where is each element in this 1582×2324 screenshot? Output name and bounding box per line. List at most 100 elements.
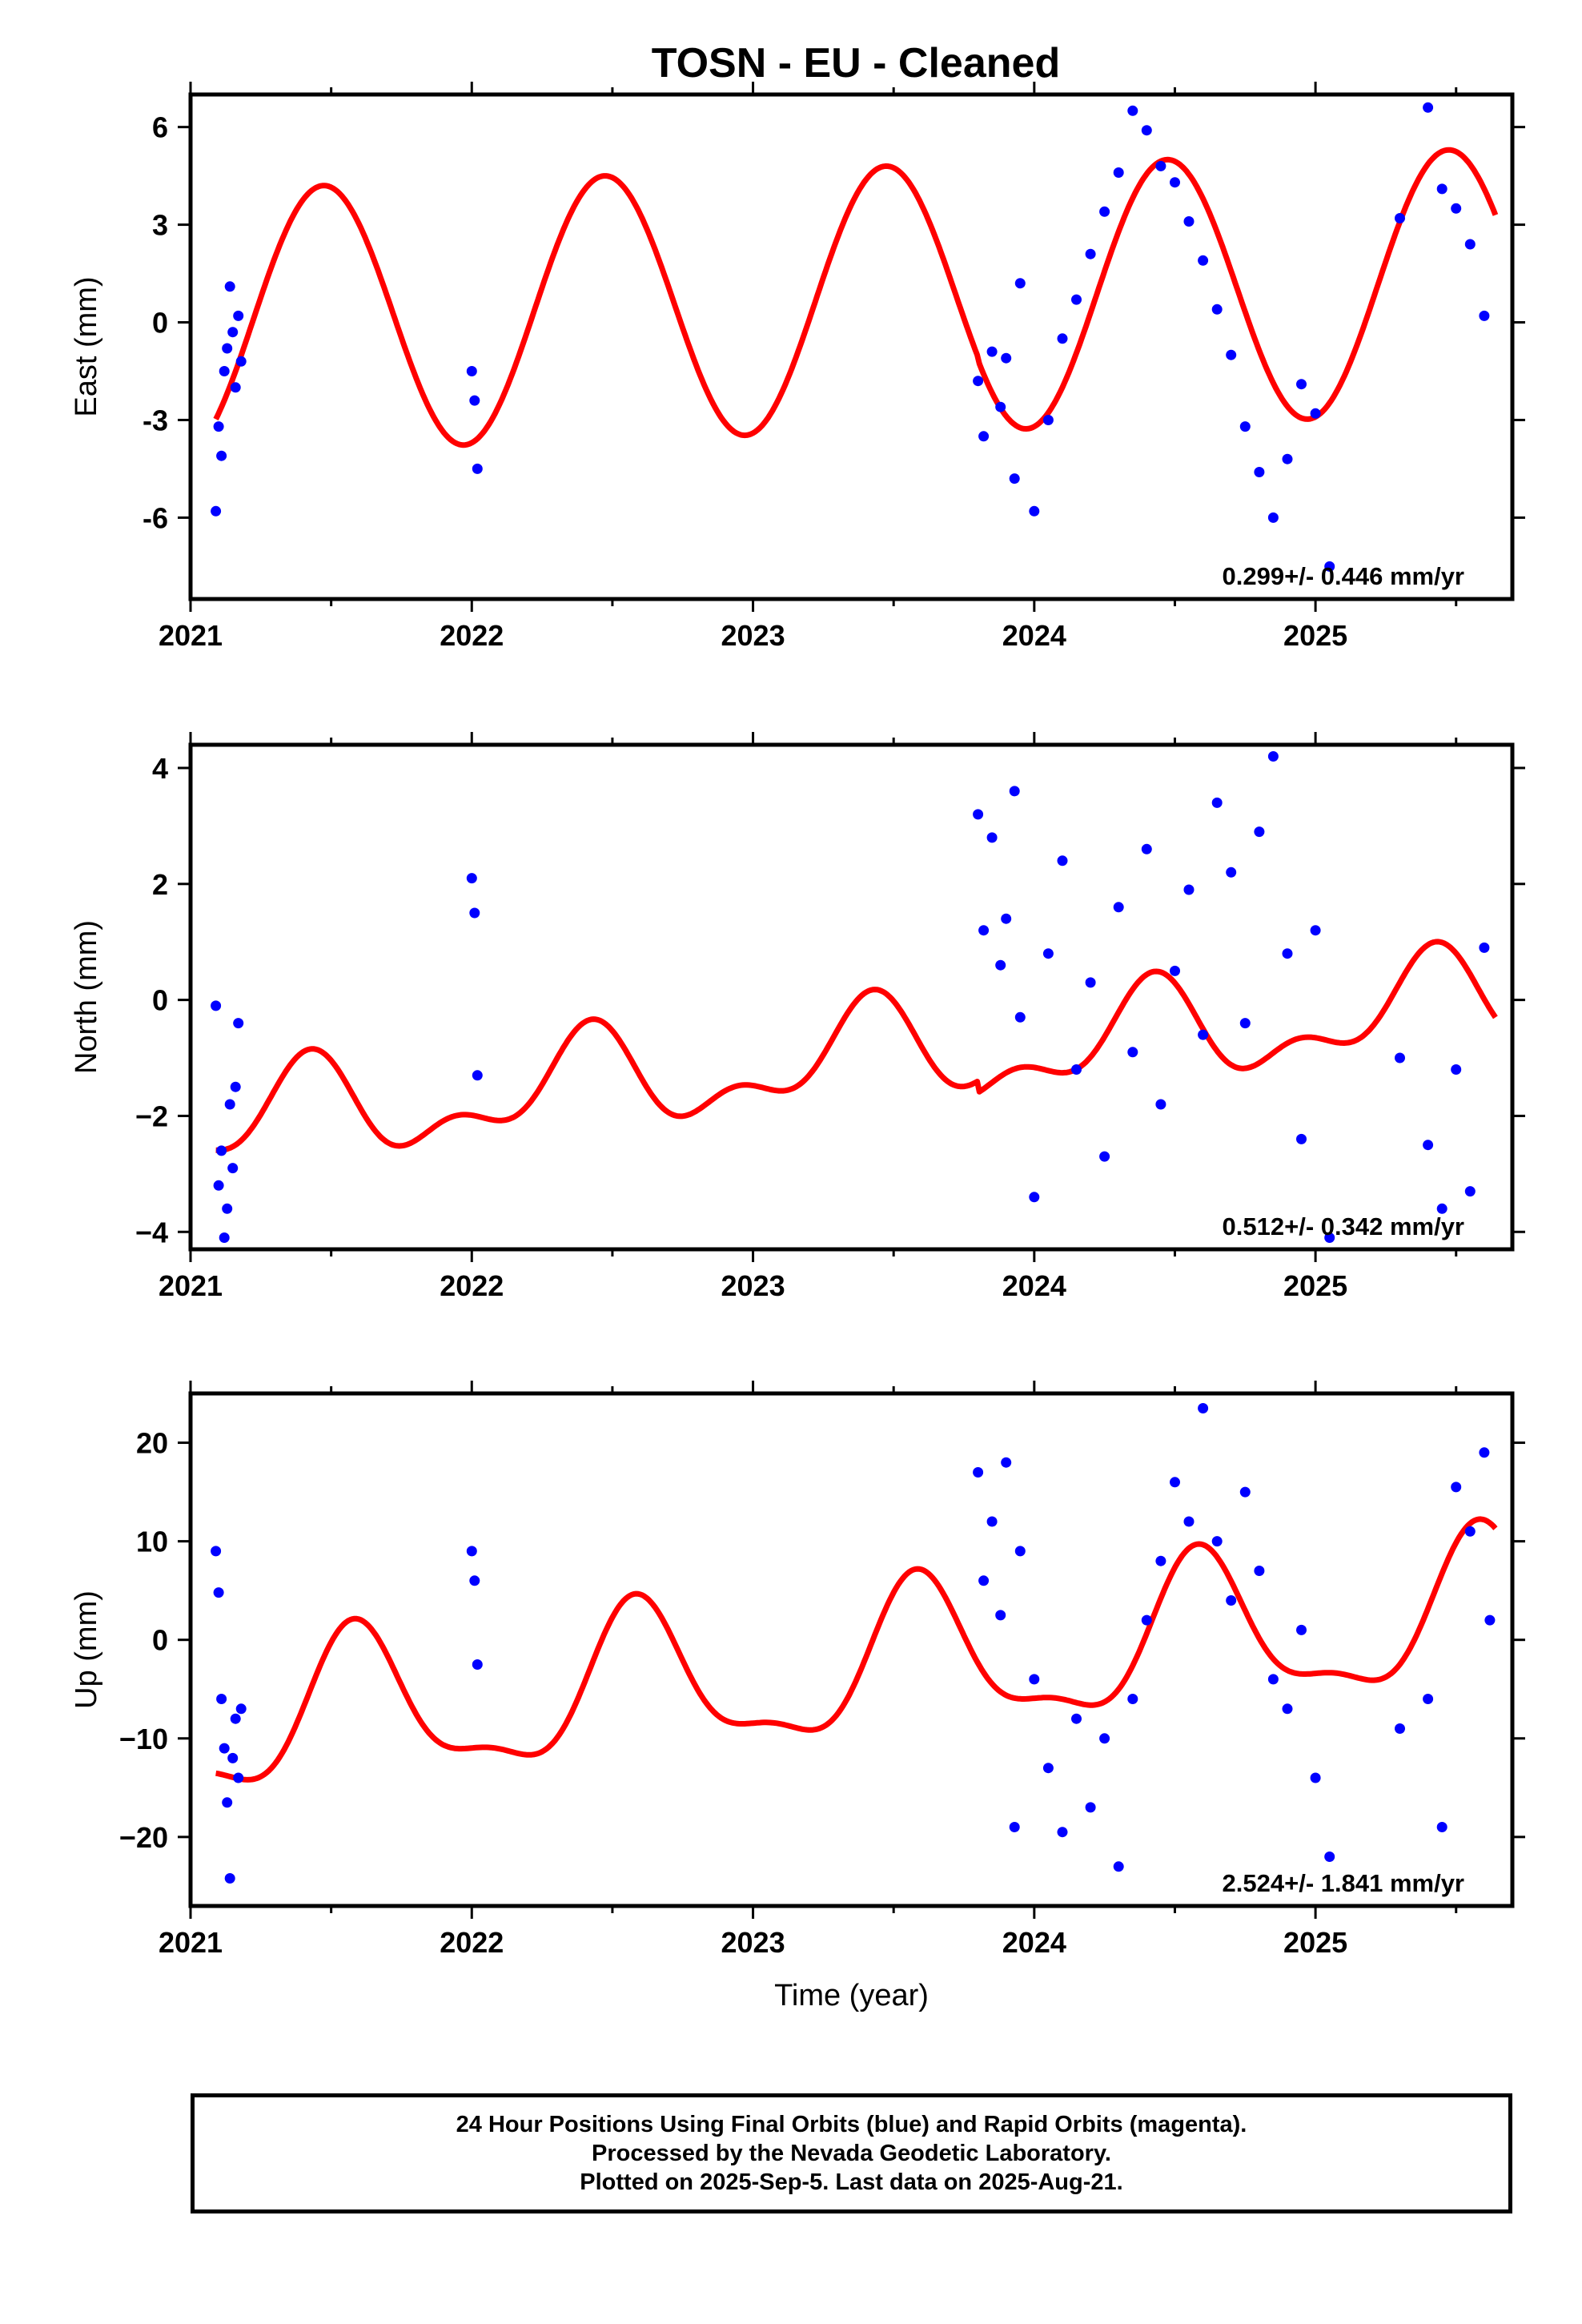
up-point	[224, 1873, 235, 1884]
north-point	[1296, 1133, 1307, 1144]
up-ytick-label: −10	[119, 1723, 168, 1755]
up-point	[986, 1516, 998, 1527]
north-ytick-label: 4	[152, 752, 168, 785]
north-point	[1057, 855, 1068, 866]
north-point	[1423, 1140, 1434, 1151]
north-point	[216, 1145, 227, 1156]
north-xtick-label: 2023	[721, 1269, 785, 1302]
up-xlabel: Time (year)	[774, 1979, 929, 2012]
east-point	[1198, 255, 1209, 266]
up-rate-label: 2.524+/- 1.841 mm/yr	[1223, 1869, 1464, 1897]
up-point	[1324, 1852, 1335, 1862]
up-point	[1085, 1802, 1096, 1813]
up-point	[1099, 1733, 1110, 1744]
up-point	[1395, 1723, 1405, 1734]
up-xtick-label: 2024	[1002, 1926, 1066, 1959]
up-point	[1014, 1546, 1026, 1557]
up-point	[1254, 1566, 1265, 1576]
east-point	[1239, 421, 1251, 432]
note-line-3: Plotted on 2025-Sep-5. Last data on 2025…	[580, 2169, 1123, 2195]
north-point	[973, 809, 984, 820]
up-ylabel: Up (mm)	[70, 1590, 103, 1709]
up-point	[1423, 1694, 1434, 1704]
east-point	[230, 382, 241, 393]
up-point	[222, 1797, 233, 1808]
up-point	[1155, 1555, 1166, 1566]
east-ytick-label: -3	[143, 404, 168, 436]
north-point	[1324, 1232, 1335, 1243]
up-point	[1451, 1482, 1462, 1493]
up-point	[1239, 1486, 1251, 1498]
north-point	[1099, 1151, 1110, 1162]
east-point	[1001, 352, 1012, 364]
north-xtick-label: 2024	[1002, 1269, 1066, 1302]
north-point	[995, 959, 1006, 971]
up-point	[469, 1575, 480, 1586]
east-point	[1324, 561, 1335, 572]
up-point	[472, 1659, 483, 1670]
east-point	[1141, 125, 1152, 136]
east-point	[233, 310, 244, 321]
north-rate-label: 0.512+/- 0.342 mm/yr	[1223, 1212, 1464, 1240]
east-point	[1395, 213, 1405, 223]
up-point	[466, 1546, 477, 1557]
north-point	[213, 1180, 224, 1191]
north-point	[1001, 913, 1012, 924]
up-point	[978, 1575, 990, 1586]
north-point	[1071, 1064, 1082, 1075]
north-point	[1029, 1192, 1040, 1203]
east-point	[1464, 239, 1476, 250]
north-point	[1451, 1064, 1462, 1075]
east-point	[1009, 473, 1020, 485]
north-point	[1254, 826, 1265, 838]
north-point	[978, 925, 990, 936]
up-point	[1226, 1595, 1237, 1606]
east-point	[1423, 102, 1434, 113]
up-ytick-label: −20	[119, 1821, 168, 1854]
up-ytick-label: 0	[152, 1624, 168, 1657]
north-point	[1127, 1047, 1138, 1058]
north-ytick-label: −2	[135, 1100, 168, 1132]
east-xtick-label: 2022	[440, 619, 504, 652]
up-point	[1127, 1694, 1138, 1704]
east-point	[1085, 248, 1096, 259]
up-point	[1436, 1822, 1447, 1832]
north-point	[1436, 1203, 1447, 1214]
north-point	[1014, 1011, 1026, 1023]
north-point	[1170, 965, 1180, 976]
up-ytick-label: 10	[136, 1526, 168, 1558]
east-point	[1127, 105, 1138, 116]
up-point	[227, 1752, 239, 1763]
east-point	[1071, 294, 1082, 305]
north-point	[224, 1099, 235, 1110]
up-point	[973, 1467, 984, 1478]
up-point	[213, 1587, 224, 1598]
north-point	[472, 1070, 483, 1081]
east-ytick-label: 3	[152, 209, 168, 242]
north-point	[1395, 1052, 1405, 1063]
north-point	[1464, 1186, 1476, 1197]
east-point	[1170, 177, 1180, 188]
east-point	[1436, 183, 1447, 195]
north-ytick-label: 2	[152, 868, 168, 901]
up-frame	[188, 1391, 1515, 1908]
north-point	[233, 1018, 244, 1029]
up-point	[235, 1703, 247, 1715]
up-point	[1001, 1457, 1012, 1468]
up-point	[1198, 1403, 1209, 1413]
east-point	[1211, 304, 1223, 315]
up-point	[1282, 1703, 1293, 1715]
up-fit-line	[215, 1516, 1498, 1783]
east-point	[469, 395, 480, 406]
up-point	[1071, 1713, 1082, 1724]
east-point	[235, 356, 247, 367]
east-point	[1310, 408, 1321, 419]
up-point	[1141, 1614, 1152, 1626]
up-point	[1170, 1477, 1180, 1488]
east-point	[219, 366, 230, 376]
east-point	[472, 463, 483, 474]
north-fit-line	[215, 939, 1498, 1153]
north-point	[1267, 751, 1279, 762]
